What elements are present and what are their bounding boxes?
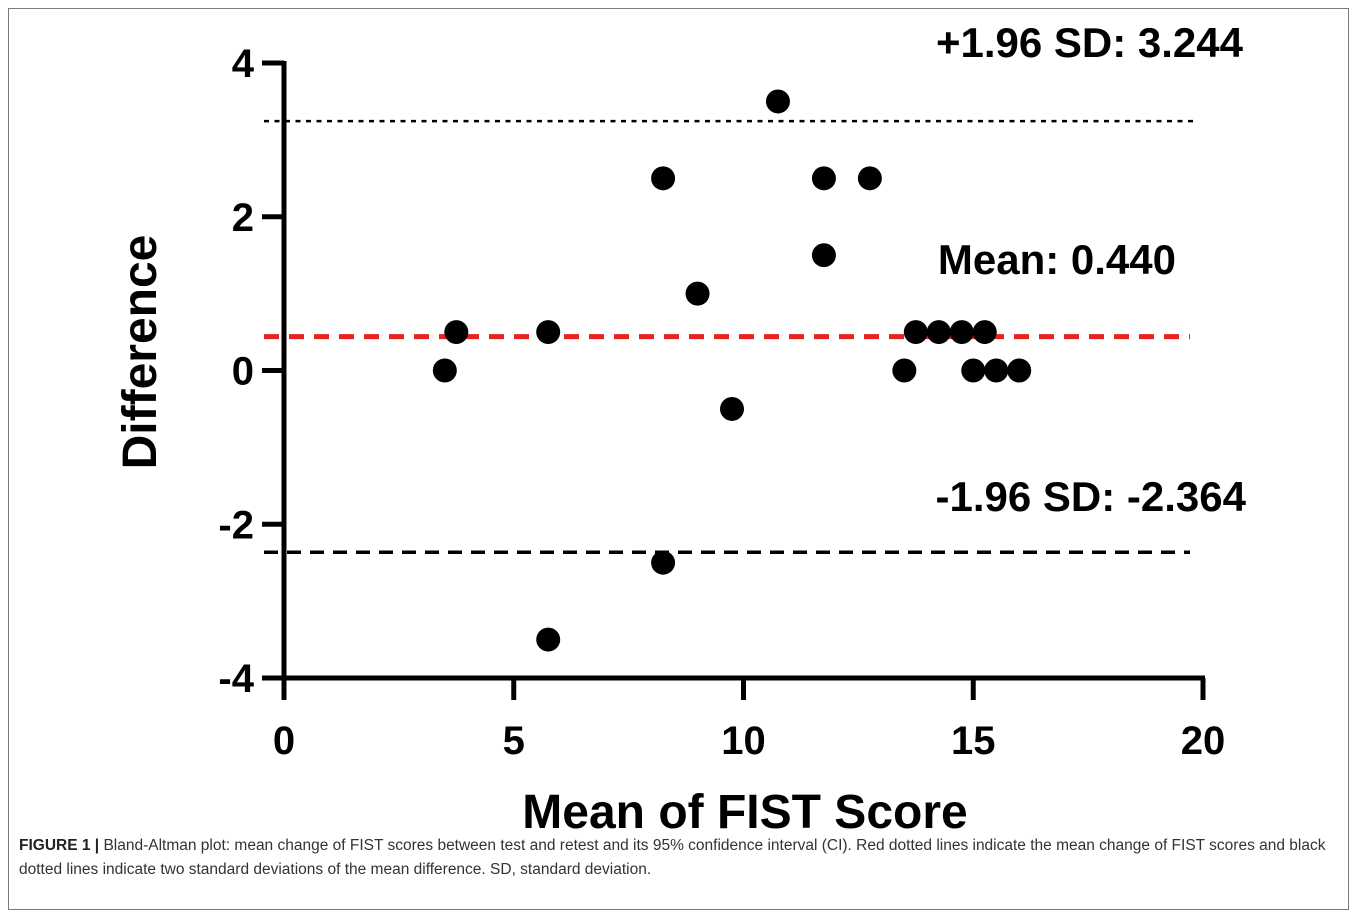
data-point-4 (651, 166, 676, 191)
data-point-6 (685, 281, 710, 306)
figure-caption: FIGURE 1 | Bland-Altman plot: mean chang… (19, 834, 1339, 882)
x-tick-label: 5 (503, 719, 525, 763)
data-point-17 (961, 358, 986, 383)
x-axis-title: Mean of FIST Score (522, 786, 967, 830)
x-tick-label: 20 (1181, 719, 1226, 763)
y-tick-label: -2 (218, 503, 254, 547)
data-point-8 (765, 89, 790, 114)
reference-line-label-0: +1.96 SD: 3.244 (936, 19, 1244, 66)
reference-lines (264, 119, 1198, 554)
data-point-11 (857, 166, 882, 191)
data-points (432, 89, 1032, 652)
bland-altman-chart: -4 -2 0 2 4 0 5 10 15 20 +1.96 SD: 3.244 Mean: 0.4… (114, 19, 1247, 830)
data-point-0 (432, 358, 457, 383)
data-point-19 (1007, 358, 1032, 383)
reference-line-label-1: Mean: 0.440 (938, 236, 1176, 283)
caption-text: Bland-Altman plot: mean change of FIST s… (19, 837, 1326, 878)
y-tick-label: 4 (232, 42, 255, 86)
data-point-1 (444, 320, 469, 345)
data-point-10 (811, 243, 836, 268)
data-point-12 (892, 358, 917, 383)
y-tick-label: -4 (218, 657, 254, 701)
data-point-18 (984, 358, 1009, 383)
caption-label: FIGURE 1 | (19, 837, 100, 854)
data-point-5 (651, 550, 676, 575)
data-point-7 (720, 396, 745, 421)
data-point-3 (536, 627, 561, 652)
data-point-9 (811, 166, 836, 191)
reference-line-label-2: -1.96 SD: -2.364 (936, 473, 1247, 520)
y-axis-title: Difference (114, 235, 167, 470)
data-point-15 (949, 320, 974, 345)
x-tick-label: 0 (273, 719, 295, 763)
x-tick-label: 10 (721, 719, 766, 763)
data-point-16 (972, 320, 997, 345)
data-point-13 (903, 320, 928, 345)
tick-labels: -4 -2 0 2 4 0 5 10 15 20 (218, 42, 1225, 763)
y-tick-label: 2 (232, 196, 254, 240)
y-tick-label: 0 (232, 350, 254, 394)
reference-line-labels: +1.96 SD: 3.244 Mean: 0.440 -1.96 SD: -2.3… (936, 19, 1247, 520)
data-point-14 (926, 320, 951, 345)
axes (262, 60, 1206, 700)
x-tick-label: 15 (951, 719, 996, 763)
figure-frame (8, 8, 1349, 910)
data-point-2 (536, 320, 561, 345)
